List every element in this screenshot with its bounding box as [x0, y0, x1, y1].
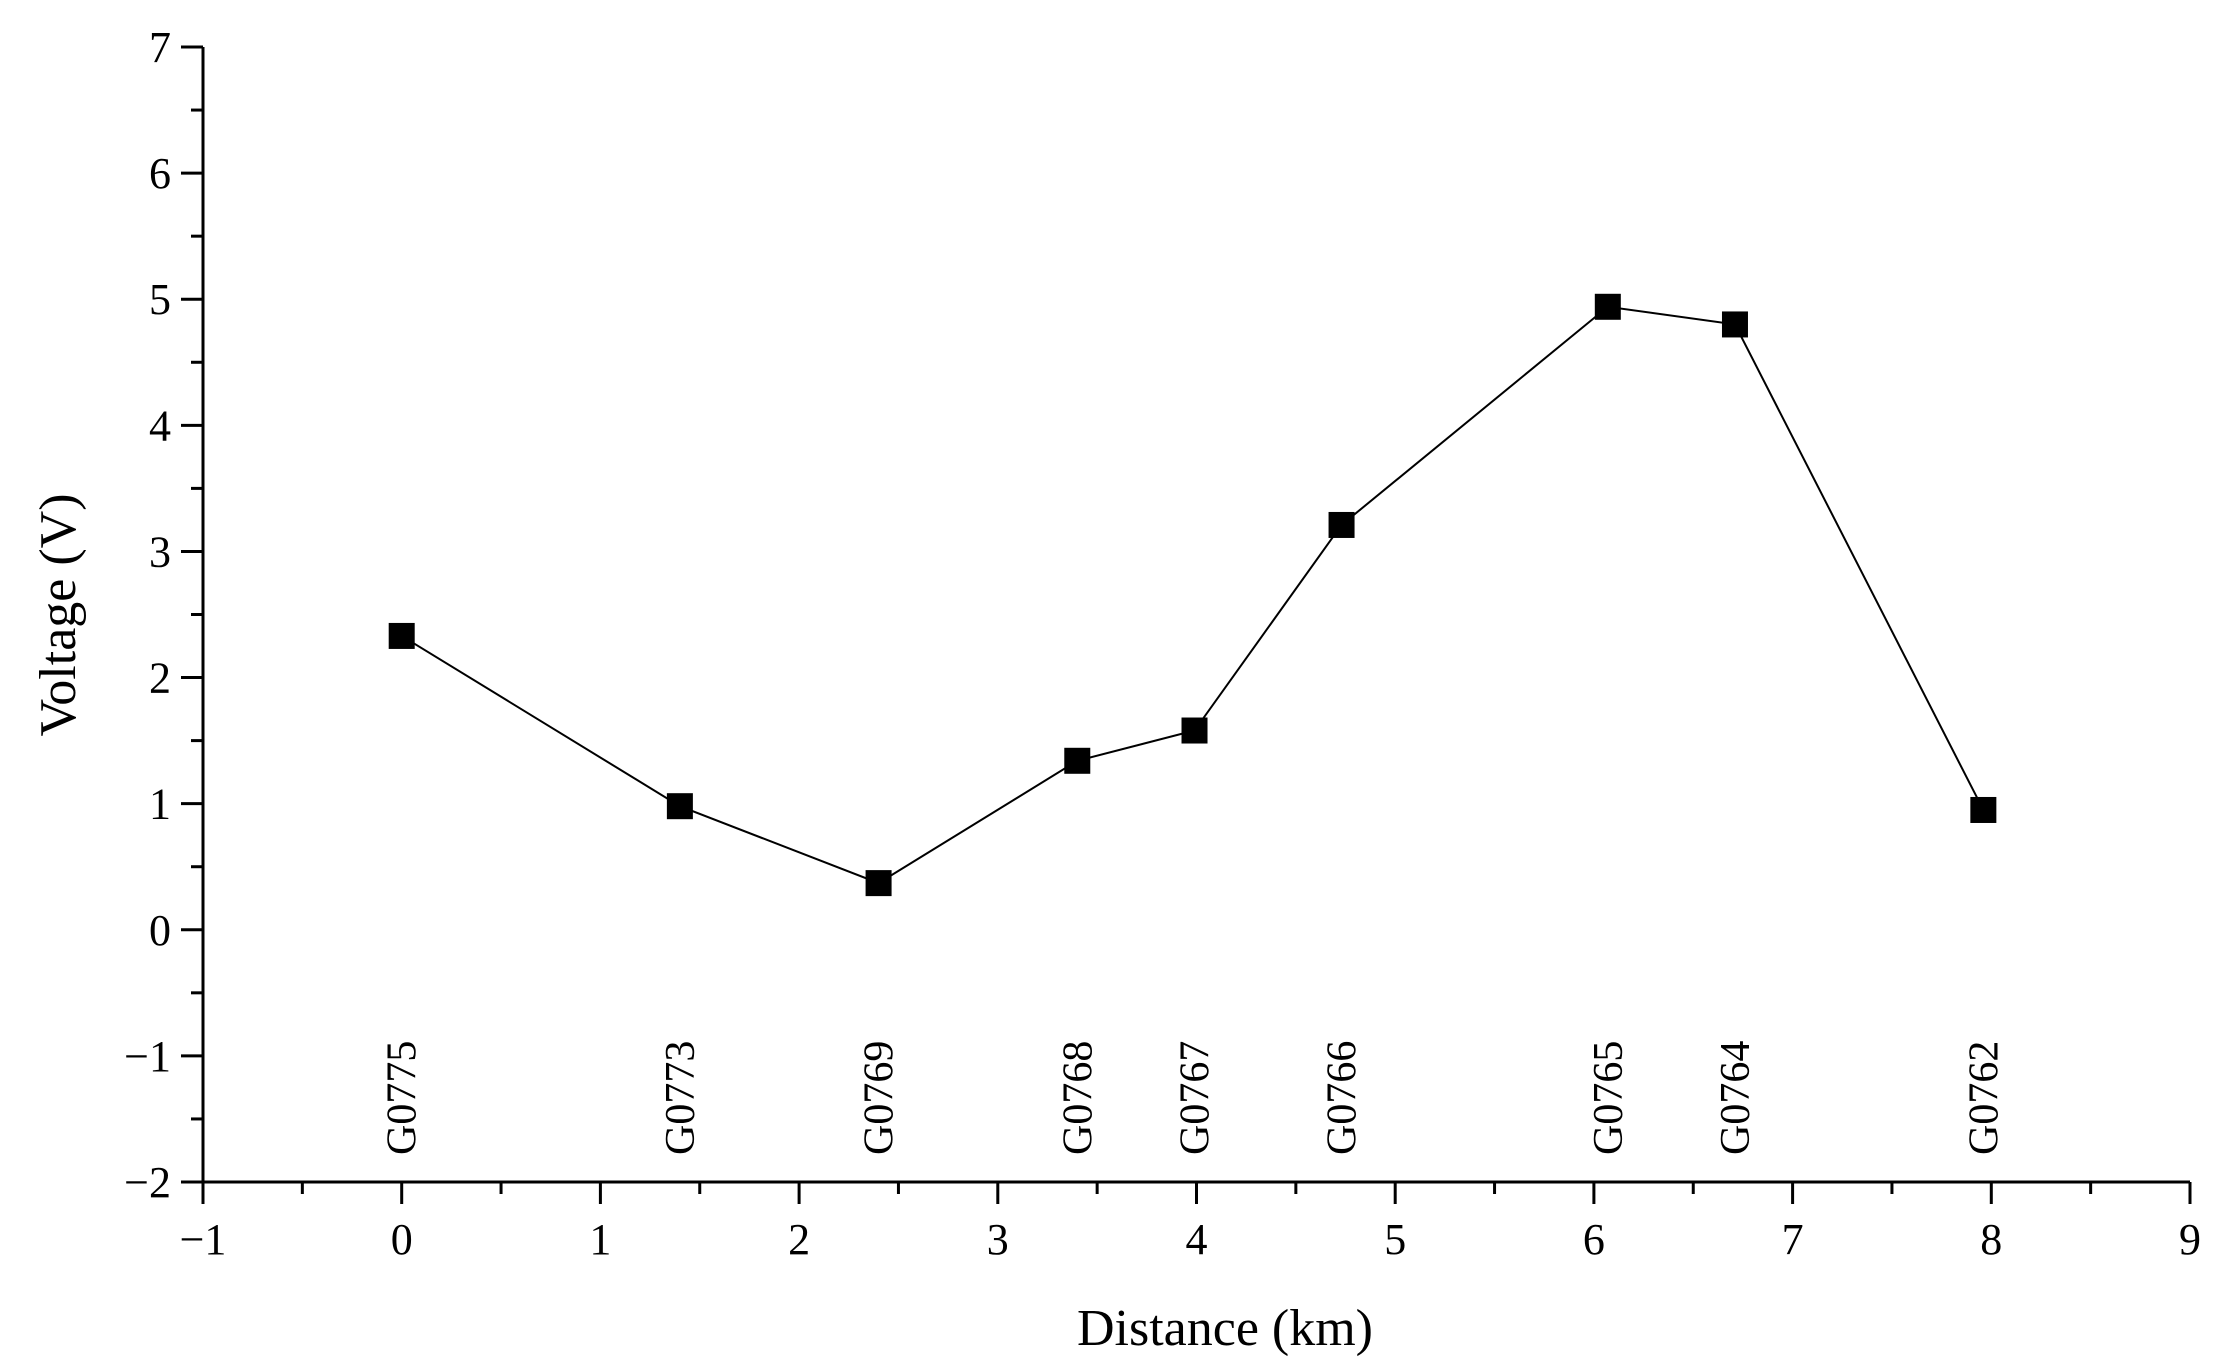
- x-tick-label: 2: [788, 1215, 810, 1264]
- data-point-marker: [1594, 293, 1621, 320]
- series-line: [401, 305, 1985, 885]
- x-tick-label: 4: [1186, 1215, 1208, 1264]
- data-point-marker: [1328, 511, 1355, 538]
- y-tick-label: 5: [149, 275, 171, 324]
- y-tick-label: 7: [149, 23, 171, 72]
- data-point-marker: [388, 622, 415, 649]
- data-point-marker: [1721, 311, 1748, 338]
- y-tick-label: 6: [149, 149, 171, 198]
- y-tick-label: −2: [124, 1158, 171, 1207]
- station-label: G0768: [1055, 1041, 1101, 1155]
- station-label: G0762: [1961, 1041, 2007, 1155]
- station-annotations: G0775 G0773 G0769 G0768 G0767 G0766 G0765 G0764…: [380, 1041, 2008, 1155]
- y-tick-label: −1: [124, 1032, 171, 1081]
- data-point-marker: [666, 793, 693, 820]
- x-tick-label: 7: [1782, 1215, 1804, 1264]
- data-point-marker: [1970, 796, 1997, 823]
- y-tick-label: 4: [149, 401, 171, 450]
- x-tick-label: 8: [1980, 1215, 2002, 1264]
- station-label: G0765: [1586, 1041, 1632, 1155]
- x-axis-title: Distance (km): [1077, 1300, 1373, 1357]
- x-tick-label: 5: [1384, 1215, 1406, 1264]
- data-point-marker: [1181, 717, 1208, 744]
- data-point-marker: [1064, 747, 1091, 774]
- y-tick-label: 0: [149, 906, 171, 955]
- station-label: G0769: [857, 1041, 903, 1155]
- x-tick-label: 3: [987, 1215, 1009, 1264]
- data-series: [388, 293, 1997, 897]
- station-label: G0775: [380, 1041, 426, 1155]
- y-tick-label: 2: [149, 654, 171, 703]
- x-tick-label: 9: [2179, 1215, 2201, 1264]
- station-label: G0767: [1173, 1041, 1219, 1155]
- y-axis-title: Voltage (V): [30, 493, 87, 736]
- axes: [201, 47, 2190, 1184]
- station-label: G0764: [1713, 1041, 1759, 1155]
- x-tick-label: 0: [391, 1215, 413, 1264]
- station-label: G0773: [658, 1041, 704, 1155]
- station-label: G0766: [1320, 1041, 1366, 1155]
- x-tick-label: 1: [589, 1215, 611, 1264]
- x-tick-label: 6: [1583, 1215, 1605, 1264]
- data-point-marker: [865, 870, 892, 897]
- x-tick-label: −1: [180, 1215, 227, 1264]
- y-tick-label: 3: [149, 527, 171, 576]
- y-tick-label: 1: [149, 780, 171, 829]
